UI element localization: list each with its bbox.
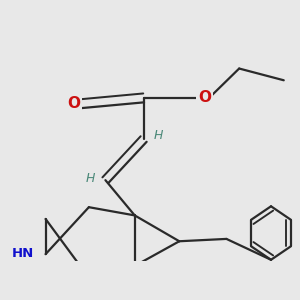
Text: O: O	[198, 90, 211, 105]
Text: O: O	[67, 96, 80, 111]
Text: H: H	[86, 172, 95, 185]
Text: H: H	[154, 129, 163, 142]
Text: HN: HN	[12, 247, 34, 260]
